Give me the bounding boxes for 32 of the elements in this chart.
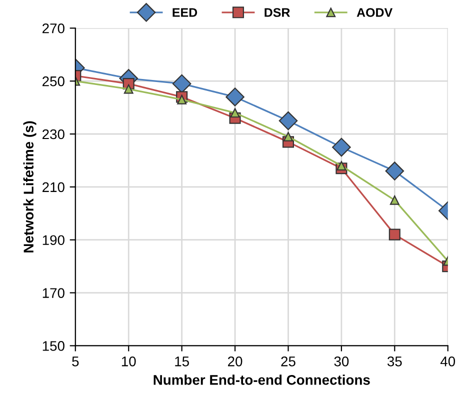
y-tick-label: 230 [42, 129, 64, 140]
point [390, 195, 400, 205]
y-tick-label: 270 [42, 23, 64, 34]
y-tick-label: 150 [42, 341, 64, 351]
point [172, 74, 192, 94]
y-tick-label: 210 [42, 182, 64, 192]
x-tick-label: 5 [72, 356, 79, 366]
point [336, 161, 346, 170]
y-tick-label: 250 [42, 76, 64, 86]
x-tick-label: 20 [228, 356, 242, 366]
x-tick-label: 40 [440, 356, 456, 366]
point [177, 94, 187, 104]
x-tick-label: 30 [334, 356, 349, 366]
point [226, 88, 244, 106]
x-tick-label: 15 [175, 356, 189, 366]
point [284, 132, 293, 142]
y-axis-title: Network Lifetime (s) [23, 121, 36, 252]
point [332, 138, 351, 157]
x-tick-label: 35 [387, 356, 402, 366]
point [124, 84, 134, 94]
point [385, 162, 404, 180]
legend-label: DSR [264, 8, 290, 17]
point [278, 111, 298, 130]
legend-label: EED [172, 8, 198, 17]
x-tick-label: 10 [122, 356, 136, 366]
y-tick-label: 190 [42, 235, 64, 246]
point [388, 228, 400, 240]
x-tick-label: 25 [281, 356, 296, 366]
point [230, 108, 240, 118]
legend-label: AODV [356, 8, 393, 17]
y-tick-label: 170 [42, 288, 64, 298]
x-axis-title: Number End-to-end Connections [154, 374, 370, 385]
